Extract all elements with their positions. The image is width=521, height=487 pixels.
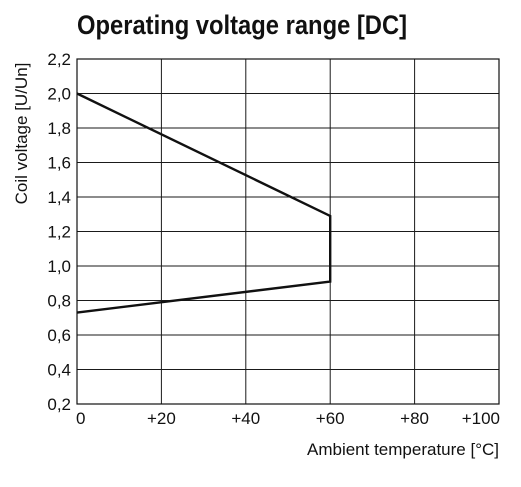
- y-tick-label: 1,6: [47, 154, 71, 173]
- grid: [76, 58, 500, 405]
- y-tick-label: 0,4: [47, 361, 71, 380]
- x-tick-label: +100: [462, 409, 500, 428]
- plot-border: [76, 58, 500, 405]
- x-tick-label: +80: [400, 409, 429, 428]
- y-axis-label: Coil voltage [U/Un]: [12, 63, 31, 205]
- y-tick-label: 2,0: [47, 85, 71, 104]
- x-axis-label: Ambient temperature [°C]: [307, 440, 499, 459]
- plot-frame: [76, 58, 500, 405]
- series-layer: [76, 92, 332, 314]
- y-tick-label: 0,2: [47, 395, 71, 414]
- x-tick-label: +20: [147, 409, 176, 428]
- y-tick-label: 2,2: [47, 50, 71, 69]
- x-tick-labels: 0 +20 +40 +60 +80 +100: [76, 409, 500, 428]
- chart-title: Operating voltage range [DC]: [77, 10, 408, 40]
- y-tick-label: 1,2: [47, 223, 71, 242]
- x-tick-label: +40: [231, 409, 260, 428]
- x-tick-label: +60: [316, 409, 345, 428]
- x-tick-label: 0: [76, 409, 85, 428]
- y-tick-label: 0,8: [47, 292, 71, 311]
- y-tick-label: 1,8: [47, 119, 71, 138]
- y-tick-label: 1,0: [47, 257, 71, 276]
- y-tick-labels: 0,2 0,4 0,6 0,8 1,0 1,2 1,4 1,6 1,8 2,0 2,2: [47, 50, 71, 414]
- y-tick-label: 1,4: [47, 188, 71, 207]
- y-tick-label: 0,6: [47, 326, 71, 345]
- series-line: [76, 92, 332, 314]
